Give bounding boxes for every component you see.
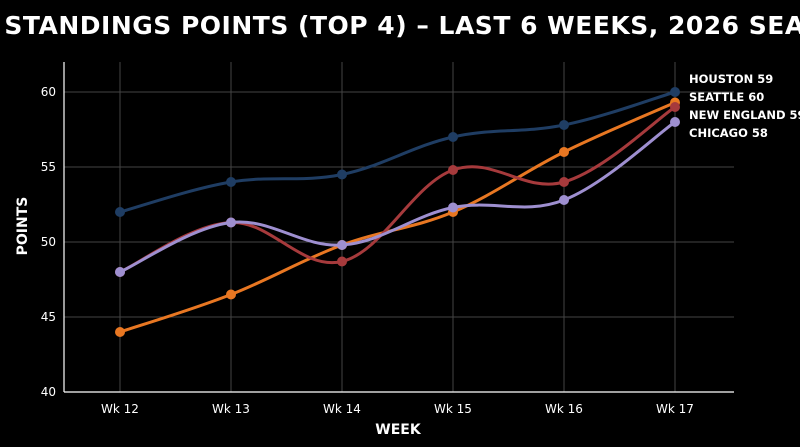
label-layer: HOUSTON 59 SEATTLE 60 NEW ENGLAND 59 CHICAG… xyxy=(689,72,800,140)
y-tick-label: 50 xyxy=(41,235,56,249)
x-tick-label: Wk 14 xyxy=(323,402,361,416)
data-point-new-england xyxy=(670,102,680,112)
chart-title: MLR STANDINGS POINTS (TOP 4) – LAST 6 WE… xyxy=(0,11,800,40)
data-point-houston xyxy=(115,207,125,217)
end-label-chicago: CHICAGO 58 xyxy=(689,126,768,140)
y-tick-label: 55 xyxy=(41,160,56,174)
x-tick-label: Wk 15 xyxy=(434,402,472,416)
axis-layer: 40 45 50 55 60 Wk 12 Wk 13 Wk 14 Wk 15 Wk 16 Wk 17 xyxy=(41,62,734,416)
y-tick-label: 60 xyxy=(41,85,56,99)
y-axis-title: POINTS xyxy=(15,197,31,256)
data-point-chicago xyxy=(448,202,458,213)
end-label-houston: HOUSTON 59 xyxy=(689,72,773,86)
x-axis-title: WEEK xyxy=(375,422,422,438)
series-chicago xyxy=(115,117,680,277)
data-point-new-england xyxy=(448,165,458,175)
x-tick-label: Wk 16 xyxy=(545,402,583,416)
data-point-seattle xyxy=(559,147,569,157)
data-point-houston xyxy=(448,132,458,142)
data-point-chicago xyxy=(670,117,680,127)
y-tick-label: 45 xyxy=(41,310,56,324)
series-line-chicago xyxy=(118,120,677,274)
data-point-houston xyxy=(337,169,347,180)
data-point-new-england xyxy=(337,256,347,267)
data-point-houston xyxy=(670,87,680,97)
series-line-seattle xyxy=(118,101,677,334)
x-tick-label: Wk 12 xyxy=(101,402,139,416)
data-point-seattle xyxy=(115,327,125,337)
data-point-chicago xyxy=(559,195,569,205)
data-point-chicago xyxy=(337,240,347,250)
data-point-chicago xyxy=(226,217,236,228)
data-point-seattle xyxy=(226,289,236,300)
end-label-seattle: SEATTLE 60 xyxy=(689,90,764,104)
series-line-houston xyxy=(118,90,677,214)
data-point-houston xyxy=(559,120,569,130)
series-houston xyxy=(115,87,680,217)
data-point-new-england xyxy=(559,177,569,187)
y-tick-label: 40 xyxy=(41,385,56,399)
data-point-chicago xyxy=(115,267,125,277)
end-label-new-england: NEW ENGLAND 59 xyxy=(689,108,800,122)
series-layer xyxy=(115,87,680,337)
x-tick-label: Wk 17 xyxy=(656,402,694,416)
data-point-houston xyxy=(226,177,236,187)
x-tick-label: Wk 13 xyxy=(212,402,250,416)
